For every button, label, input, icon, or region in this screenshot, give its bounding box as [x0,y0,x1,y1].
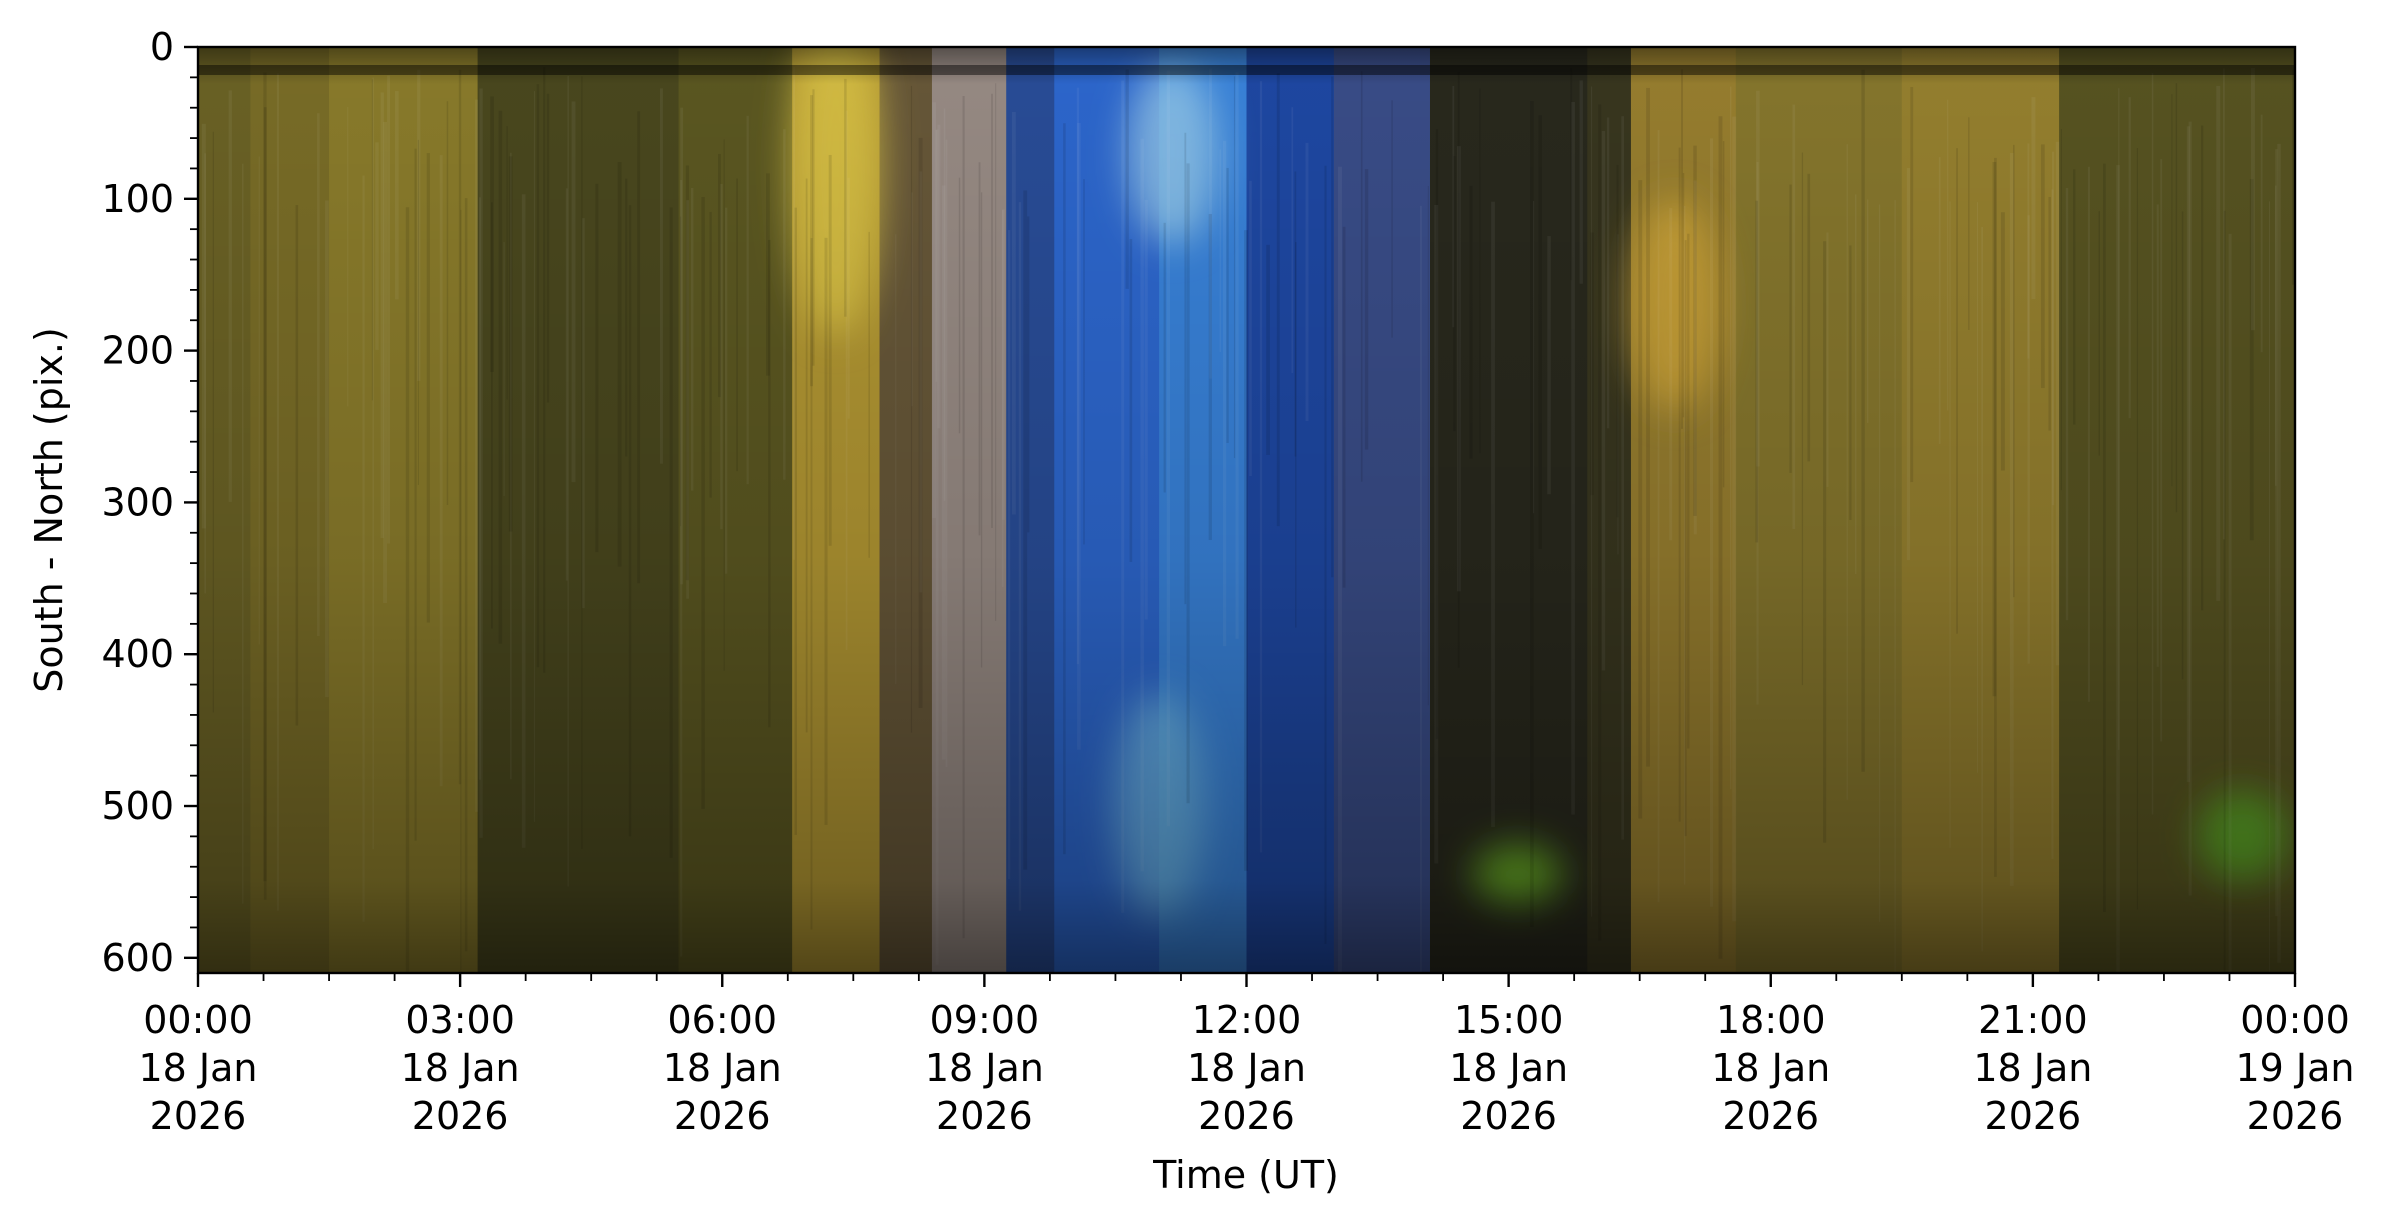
x-tick-label: 18:00 18 Jan 2026 [1711,998,1830,1138]
x-axis: 00:00 18 Jan 2026 03:00 18 Jan 2026 06:00 18 Ja… [138,973,2355,1138]
y-tick-label: 300 [101,480,174,524]
x-tick-label: 09:00 18 Jan 2026 [925,998,1044,1138]
plot-area [198,47,2295,973]
x-axis-label: Time (UT) [1152,1153,1339,1197]
vertical-shading [198,47,2295,973]
y-tick-label: 200 [101,329,174,373]
top-dark-strip [198,65,2295,75]
y-tick-label: 0 [150,25,174,69]
y-axis: 0 100 200 300 400 500 600 [101,25,198,980]
y-tick-label: 500 [101,784,174,828]
x-tick-label: 21:00 18 Jan 2026 [1973,998,2092,1138]
y-tick-label: 400 [101,632,174,676]
x-tick-label: 00:00 19 Jan 2026 [2235,998,2354,1138]
y-tick-label: 600 [101,936,174,980]
x-tick-label: 06:00 18 Jan 2026 [663,998,782,1138]
x-tick-label: 12:00 18 Jan 2026 [1187,998,1306,1138]
y-axis-label: South - North (pix.) [27,327,71,693]
x-tick-label: 15:00 18 Jan 2026 [1449,998,1568,1138]
x-tick-label: 03:00 18 Jan 2026 [401,998,520,1138]
x-tick-label: 00:00 18 Jan 2026 [138,998,257,1138]
y-tick-label: 100 [101,177,174,221]
